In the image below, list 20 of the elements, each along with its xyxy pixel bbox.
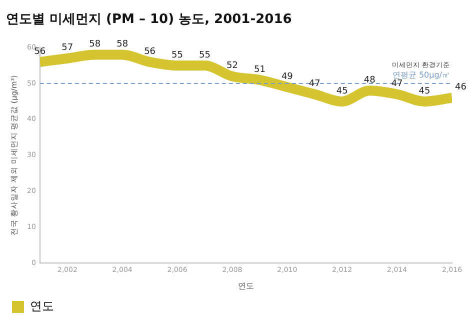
- x-axis-title: 연도: [238, 281, 254, 290]
- data-label: 52: [226, 61, 238, 72]
- data-label: 55: [199, 50, 210, 60]
- data-label: 51: [254, 64, 266, 75]
- legend-label: 연도: [30, 299, 54, 314]
- chart-title: 연도별 미세먼지 (PM – 10) 농도, 2001-2016: [6, 12, 292, 28]
- data-label: 49: [281, 72, 294, 82]
- data-label: 46: [455, 82, 467, 93]
- data-label: 45: [336, 86, 348, 96]
- data-label: 58: [89, 40, 101, 50]
- data-label: 45: [418, 86, 430, 96]
- data-label: 56: [34, 46, 46, 57]
- data-label: 57: [62, 43, 74, 54]
- data-label: 48: [364, 76, 376, 86]
- data-label: 56: [144, 46, 156, 57]
- data-label: 47: [308, 79, 320, 90]
- data-label: 47: [391, 79, 403, 90]
- ref-line-label: 연평균 50μg/㎥: [392, 70, 450, 80]
- data-label: 55: [172, 50, 183, 60]
- data-label: 58: [116, 40, 128, 50]
